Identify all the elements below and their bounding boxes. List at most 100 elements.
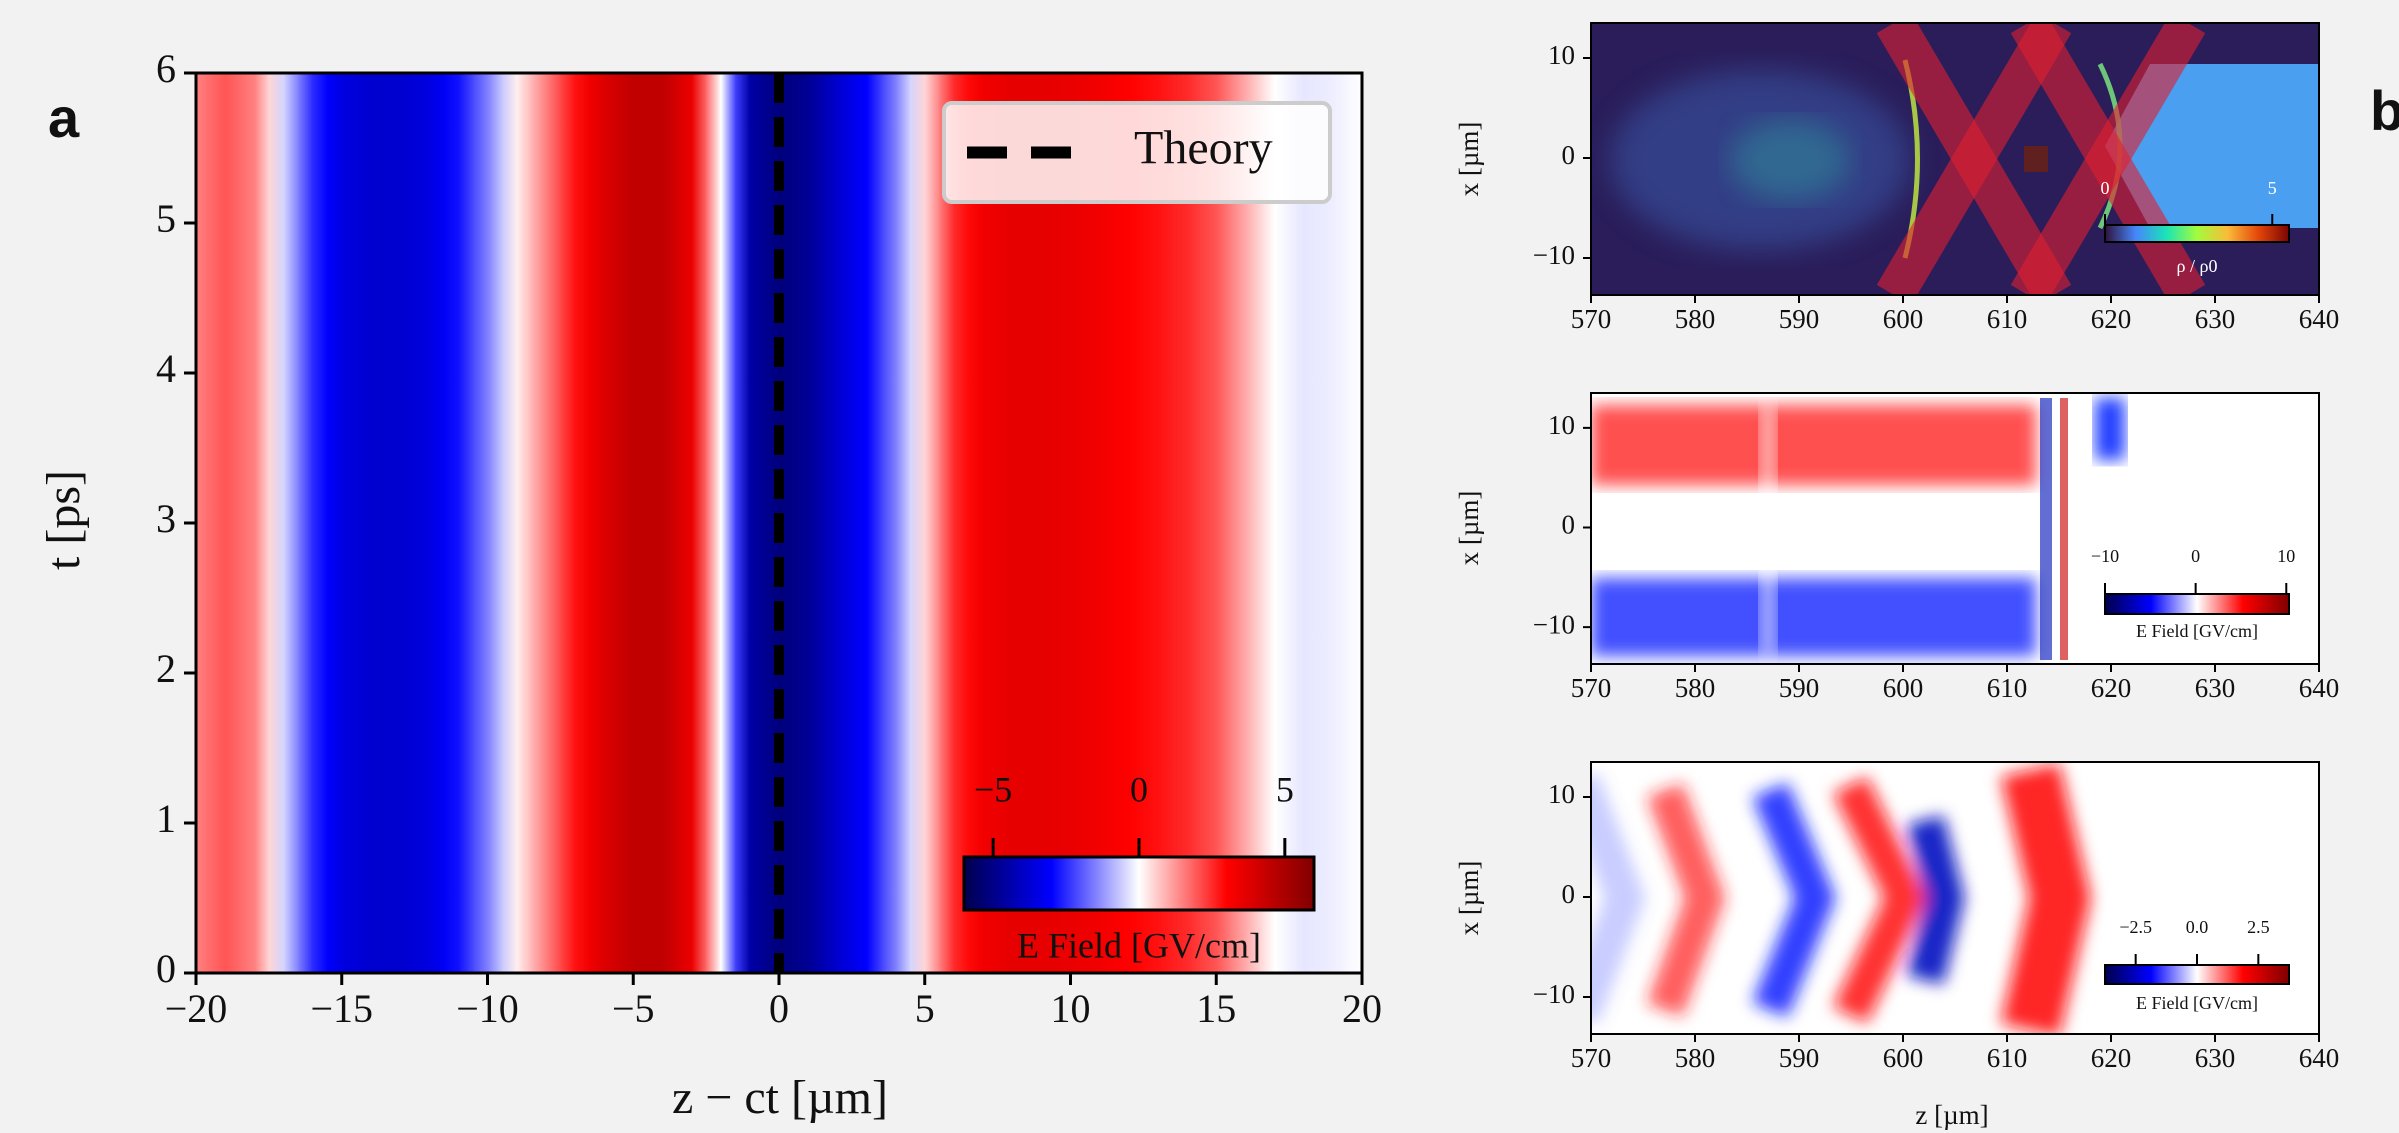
colorbar-tick-label: 0 bbox=[2191, 546, 2200, 566]
heatmap-cell bbox=[793, 73, 824, 973]
colorbar-tick-label: 5 bbox=[1276, 769, 1294, 809]
x-tick-label: 5 bbox=[915, 986, 935, 1031]
y-tick-label: 10 bbox=[1548, 40, 1575, 70]
heatmap-cell bbox=[851, 73, 882, 973]
x-tick-label: 610 bbox=[1987, 304, 2028, 334]
y-axis-label: t [ps] bbox=[37, 470, 90, 570]
x-tick-label: 580 bbox=[1675, 673, 1716, 703]
heatmap-cell bbox=[676, 73, 707, 973]
x-tick-label: 620 bbox=[2091, 1043, 2132, 1073]
panel-label: a bbox=[48, 86, 80, 149]
colorbar-label: E Field [GV/cm] bbox=[2136, 621, 2258, 641]
y-tick-label: 0 bbox=[1562, 510, 1576, 540]
x-tick-label: 600 bbox=[1883, 1043, 1924, 1073]
heatmap-cell bbox=[647, 73, 678, 973]
y-tick-label: 0 bbox=[1562, 140, 1576, 170]
density-image bbox=[1591, 23, 2319, 295]
colorbar-tick-label: 2.5 bbox=[2247, 917, 2270, 937]
x-tick-label: 640 bbox=[2299, 1043, 2340, 1073]
x-tick-label: 640 bbox=[2299, 673, 2340, 703]
colorbar-tick-label: 0 bbox=[2101, 178, 2110, 198]
x-tick-label: 580 bbox=[1675, 304, 1716, 334]
heatmap-cell bbox=[210, 73, 241, 973]
x-axis-label: z − ct [µm] bbox=[672, 1071, 888, 1124]
y-axis-label: x [µm] bbox=[1454, 861, 1484, 936]
x-tick-label: 610 bbox=[1987, 1043, 2028, 1073]
heatmap-cell bbox=[502, 73, 532, 973]
x-tick-label: 10 bbox=[1051, 986, 1091, 1031]
heatmap-cell bbox=[1289, 73, 1319, 973]
heatmap-cell bbox=[1230, 73, 1261, 973]
x-tick-label: 630 bbox=[2195, 1043, 2236, 1073]
x-tick-label: 610 bbox=[1987, 673, 2028, 703]
heatmap-cell bbox=[531, 73, 561, 973]
x-tick-label: 640 bbox=[2299, 304, 2340, 334]
y-axis-label: x [µm] bbox=[1454, 122, 1484, 197]
colorbar-tick-label: 0.0 bbox=[2186, 917, 2209, 937]
legend-label: Theory bbox=[1134, 122, 1273, 175]
x-tick-label: 600 bbox=[1883, 304, 1924, 334]
x-tick-label: 15 bbox=[1196, 986, 1236, 1031]
heatmap-cell bbox=[414, 73, 445, 973]
x-tick-label: 590 bbox=[1779, 304, 1820, 334]
heatmap-cell bbox=[1085, 73, 1115, 973]
colorbar-tick-label: 10 bbox=[2277, 546, 2295, 566]
x-tick-label: 570 bbox=[1571, 1043, 1612, 1073]
heatmap-cell bbox=[196, 73, 212, 973]
y-tick-label: 3 bbox=[156, 496, 176, 541]
heatmap-cell bbox=[1318, 73, 1349, 973]
x-tick-label: 590 bbox=[1779, 673, 1820, 703]
panel-label: b bbox=[2370, 79, 2399, 142]
y-tick-label: 0 bbox=[1562, 879, 1576, 909]
x-tick-label: 580 bbox=[1675, 1043, 1716, 1073]
heatmap-cell bbox=[472, 73, 503, 973]
x-axis-label: z [µm] bbox=[1915, 1100, 1988, 1130]
heatmap-cell bbox=[1347, 73, 1362, 973]
colorbar-tick-label: −5 bbox=[974, 769, 1012, 809]
heatmap-cell bbox=[618, 73, 649, 973]
x-tick-label: −20 bbox=[165, 986, 228, 1031]
colorbar-label: ρ / ρ0 bbox=[2177, 256, 2218, 276]
colorbar bbox=[2104, 964, 2290, 985]
x-tick-label: −10 bbox=[456, 986, 519, 1031]
heatmap-cell bbox=[443, 73, 474, 973]
colorbar bbox=[962, 855, 1316, 912]
heatmap-cell bbox=[706, 73, 736, 973]
x-tick-label: 570 bbox=[1571, 673, 1612, 703]
heatmap-cell bbox=[910, 73, 940, 973]
colorbar-tick-label: 5 bbox=[2268, 178, 2277, 198]
heatmap-cell bbox=[1114, 73, 1144, 973]
heatmap-cell bbox=[1259, 73, 1290, 973]
heatmap-cell bbox=[735, 73, 766, 973]
colorbar-tick-label: −10 bbox=[2091, 546, 2119, 566]
heatmap-cell bbox=[1201, 73, 1232, 973]
heatmap-cell bbox=[1143, 73, 1174, 973]
field-image bbox=[1591, 393, 2319, 664]
x-tick-label: 600 bbox=[1883, 673, 1924, 703]
heatmap-cell bbox=[822, 73, 853, 973]
heatmap-cell bbox=[997, 73, 1028, 973]
heatmap-cell bbox=[268, 73, 299, 973]
heatmap-cell bbox=[881, 73, 911, 973]
x-tick-label: 590 bbox=[1779, 1043, 1820, 1073]
y-tick-label: 1 bbox=[156, 796, 176, 841]
colorbar-tick-label: 0 bbox=[1130, 769, 1148, 809]
colorbar-label: E Field [GV/cm] bbox=[2136, 993, 2258, 1013]
x-tick-label: −15 bbox=[310, 986, 373, 1031]
heatmap-cell bbox=[239, 73, 270, 973]
legend-box bbox=[942, 101, 1332, 204]
heatmap-cell bbox=[356, 73, 387, 973]
y-tick-label: −10 bbox=[1533, 979, 1575, 1009]
y-tick-label: −10 bbox=[1533, 609, 1575, 639]
x-tick-label: −5 bbox=[612, 986, 655, 1031]
heatmap-cell bbox=[1026, 73, 1057, 973]
x-tick-label: 20 bbox=[1342, 986, 1382, 1031]
field-image bbox=[1591, 762, 2319, 1034]
x-tick-label: 0 bbox=[769, 986, 789, 1031]
y-tick-label: 2 bbox=[156, 646, 176, 691]
x-tick-label: 630 bbox=[2195, 673, 2236, 703]
colorbar-label: E Field [GV/cm] bbox=[1017, 925, 1261, 965]
y-tick-label: 10 bbox=[1548, 779, 1575, 809]
x-tick-label: 630 bbox=[2195, 304, 2236, 334]
